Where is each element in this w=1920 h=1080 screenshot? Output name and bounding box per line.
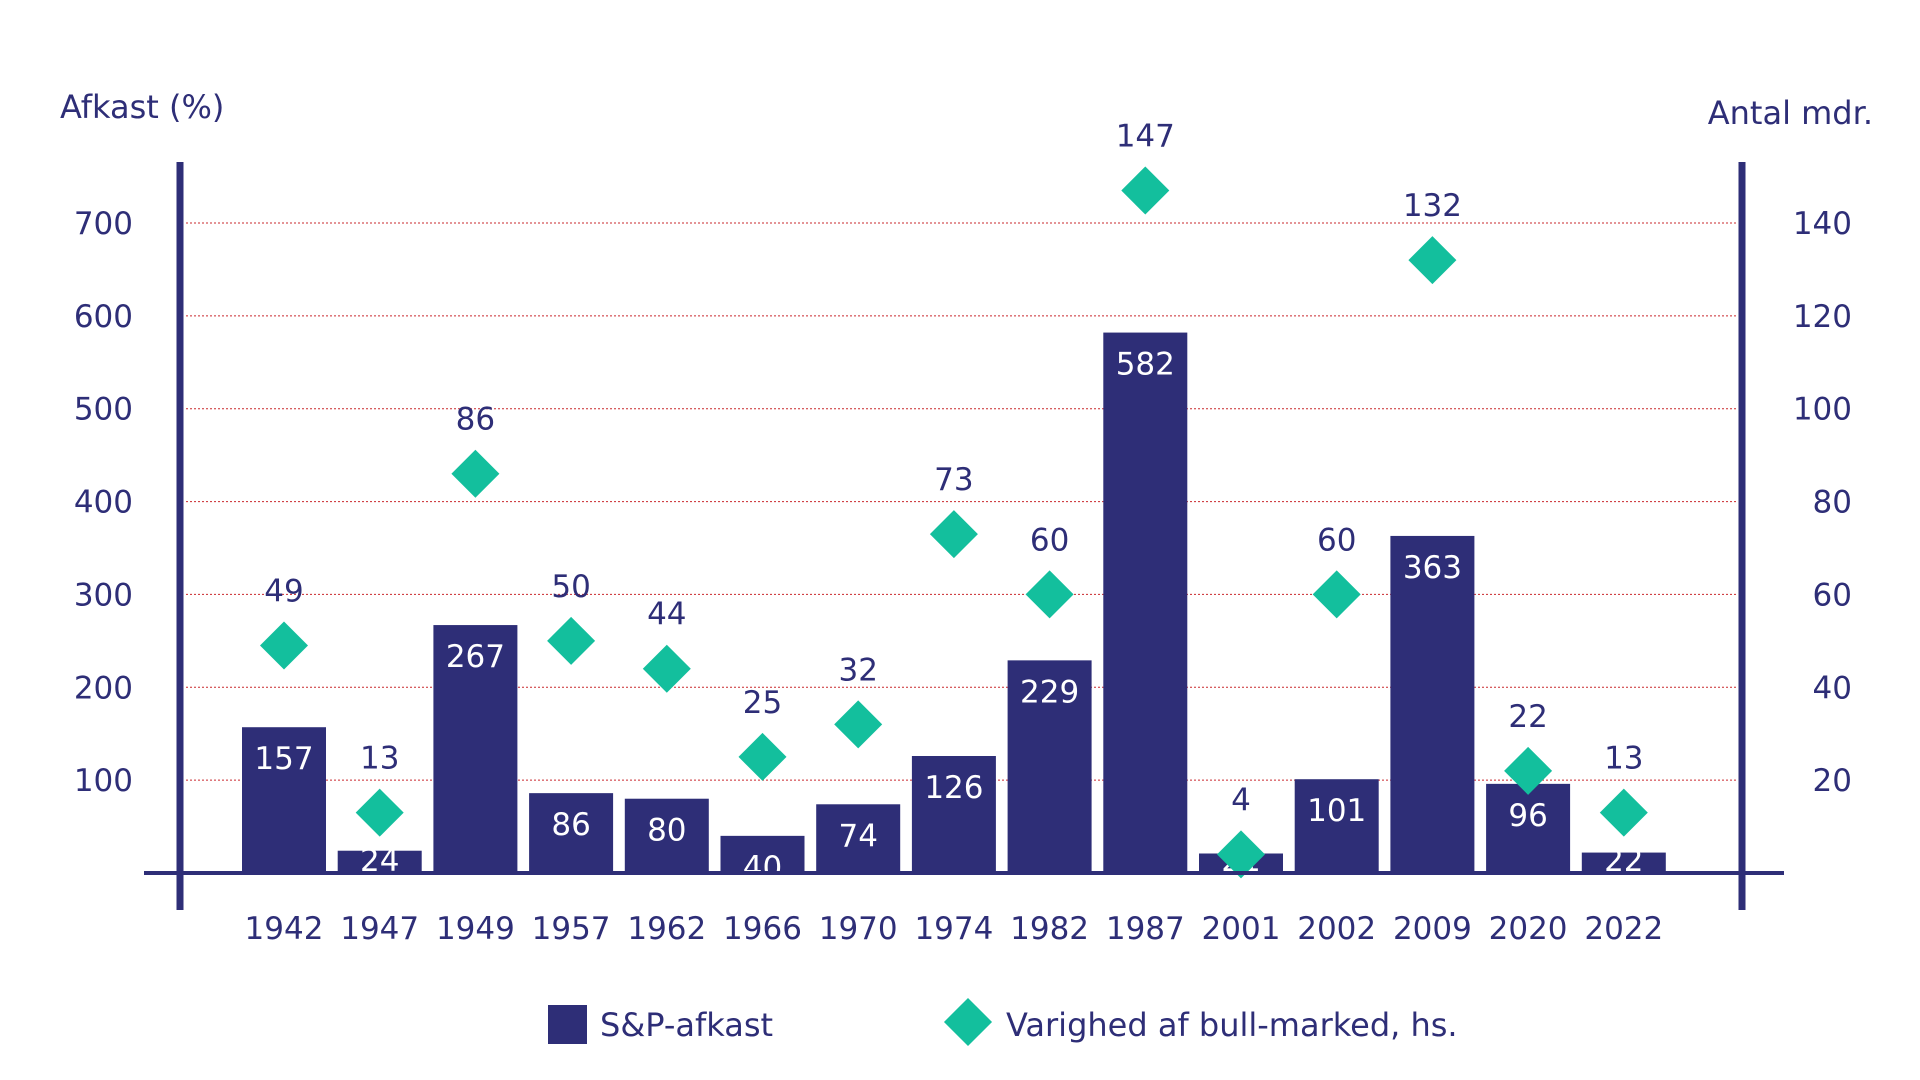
diamond-value-label: 44 [647, 597, 686, 633]
diamond-point [260, 621, 308, 670]
bar [1486, 783, 1571, 873]
bar [816, 804, 901, 873]
right-tick-label: 20 [1813, 763, 1852, 799]
legend: S&P-afkast Varighed af bull-marked, hs. [548, 997, 1458, 1047]
legend-diamond-label: Varighed af bull-marked, hs. [1006, 1006, 1458, 1044]
bar-value-label: 157 [254, 741, 313, 777]
x-tick-label: 1942 [245, 911, 324, 947]
diamond-series: 49 13 86 50 44 25 32 73 60 147 4 60 132 22 13 [260, 119, 1648, 879]
diamond-value-label: 13 [1604, 741, 1643, 777]
x-axis-ticks: 1942 1947 1949 1957 1962 1966 1970 1974 1982 1987… [245, 911, 1664, 947]
x-tick-label: 1962 [627, 911, 706, 947]
diamond-value-label: 86 [456, 402, 495, 438]
x-tick-label: 1949 [436, 911, 515, 947]
left-tick-label: 100 [74, 763, 133, 799]
legend-bar-label: S&P-afkast [600, 1006, 773, 1044]
bar-value-label: 101 [1307, 793, 1366, 829]
bar [1390, 535, 1475, 873]
right-axis-title: Antal mdr. [1708, 94, 1873, 132]
gridlines: 100 200 300 400 500 600 700 20 40 60 80 100 120 140 [74, 206, 1852, 799]
diamond-value-label: 60 [1317, 522, 1356, 558]
bar-value-label: 229 [1020, 674, 1079, 710]
x-tick-label: 2002 [1297, 911, 1376, 947]
x-tick-label: 1957 [532, 911, 611, 947]
diamond-value-label: 60 [1030, 522, 1069, 558]
right-tick-label: 120 [1793, 299, 1852, 335]
diamond-point [1599, 788, 1648, 837]
right-tick-label: 100 [1793, 392, 1852, 428]
diamond-point [1121, 166, 1170, 215]
bar [1007, 660, 1092, 873]
diamond-value-label: 32 [838, 652, 877, 688]
left-tick-label: 700 [74, 206, 133, 242]
legend-diamond-swatch [943, 997, 993, 1047]
diamond-value-label: 4 [1231, 782, 1251, 818]
diamond-value-label: 13 [360, 741, 399, 777]
bar-value-label: 96 [1508, 798, 1547, 834]
left-tick-label: 500 [74, 392, 133, 428]
diamond-value-label: 50 [551, 569, 590, 605]
right-tick-label: 80 [1813, 485, 1852, 521]
axes [144, 162, 1784, 910]
bar [337, 850, 422, 873]
diamond-value-label: 25 [743, 685, 782, 721]
bar [720, 835, 805, 873]
bar [1294, 779, 1379, 873]
x-tick-label: 1982 [1010, 911, 1089, 947]
diamond-point [738, 732, 787, 781]
diamond-point [834, 700, 883, 749]
bar-value-label: 267 [446, 639, 505, 675]
right-tick-label: 40 [1813, 670, 1852, 706]
bar-value-label: 363 [1403, 550, 1462, 586]
x-tick-label: 1974 [914, 911, 993, 947]
x-tick-label: 2009 [1393, 911, 1472, 947]
bar-value-label: 74 [838, 818, 877, 854]
diamond-point [1312, 570, 1361, 619]
bar-value-label: 582 [1116, 347, 1175, 383]
diamond-value-label: 73 [934, 462, 973, 498]
bar [911, 756, 996, 873]
diamond-point [1504, 746, 1553, 795]
x-tick-label: 2020 [1489, 911, 1568, 947]
diamond-point [642, 644, 691, 693]
bar-series: 1572426786804074126229582211013639622 [242, 332, 1666, 886]
bar [529, 793, 614, 873]
bar-value-label: 126 [924, 770, 983, 806]
bar-value-label: 80 [647, 813, 686, 849]
x-tick-label: 1970 [819, 911, 898, 947]
diamond-point [1217, 830, 1265, 879]
right-tick-label: 60 [1813, 577, 1852, 613]
legend-bar-swatch [548, 1005, 587, 1044]
diamond-point [451, 449, 500, 498]
diamond-point [355, 788, 404, 837]
left-tick-label: 600 [74, 299, 133, 335]
diamond-point [929, 510, 978, 559]
x-tick-label: 2001 [1202, 911, 1281, 947]
x-tick-label: 2022 [1584, 911, 1663, 947]
bar-value-label: 40 [743, 850, 782, 886]
left-tick-label: 200 [74, 670, 133, 706]
x-tick-label: 1947 [340, 911, 419, 947]
diamond-point [1025, 570, 1074, 619]
bar [624, 798, 709, 873]
diamond-value-label: 132 [1403, 188, 1462, 224]
bar [1103, 332, 1188, 874]
left-tick-label: 400 [74, 485, 133, 521]
right-tick-label: 140 [1793, 206, 1852, 242]
left-axis-title: Afkast (%) [60, 88, 224, 126]
diamond-point [547, 616, 596, 665]
left-tick-label: 300 [74, 577, 133, 613]
bar [242, 727, 326, 873]
x-tick-label: 1987 [1106, 911, 1185, 947]
diamond-value-label: 49 [264, 574, 303, 610]
bar [433, 625, 518, 873]
diamond-point [1408, 236, 1457, 285]
x-tick-label: 1966 [723, 911, 802, 947]
diamond-value-label: 22 [1508, 699, 1547, 735]
diamond-value-label: 147 [1116, 119, 1175, 155]
bar [1581, 852, 1666, 873]
bar-value-label: 86 [551, 807, 590, 843]
